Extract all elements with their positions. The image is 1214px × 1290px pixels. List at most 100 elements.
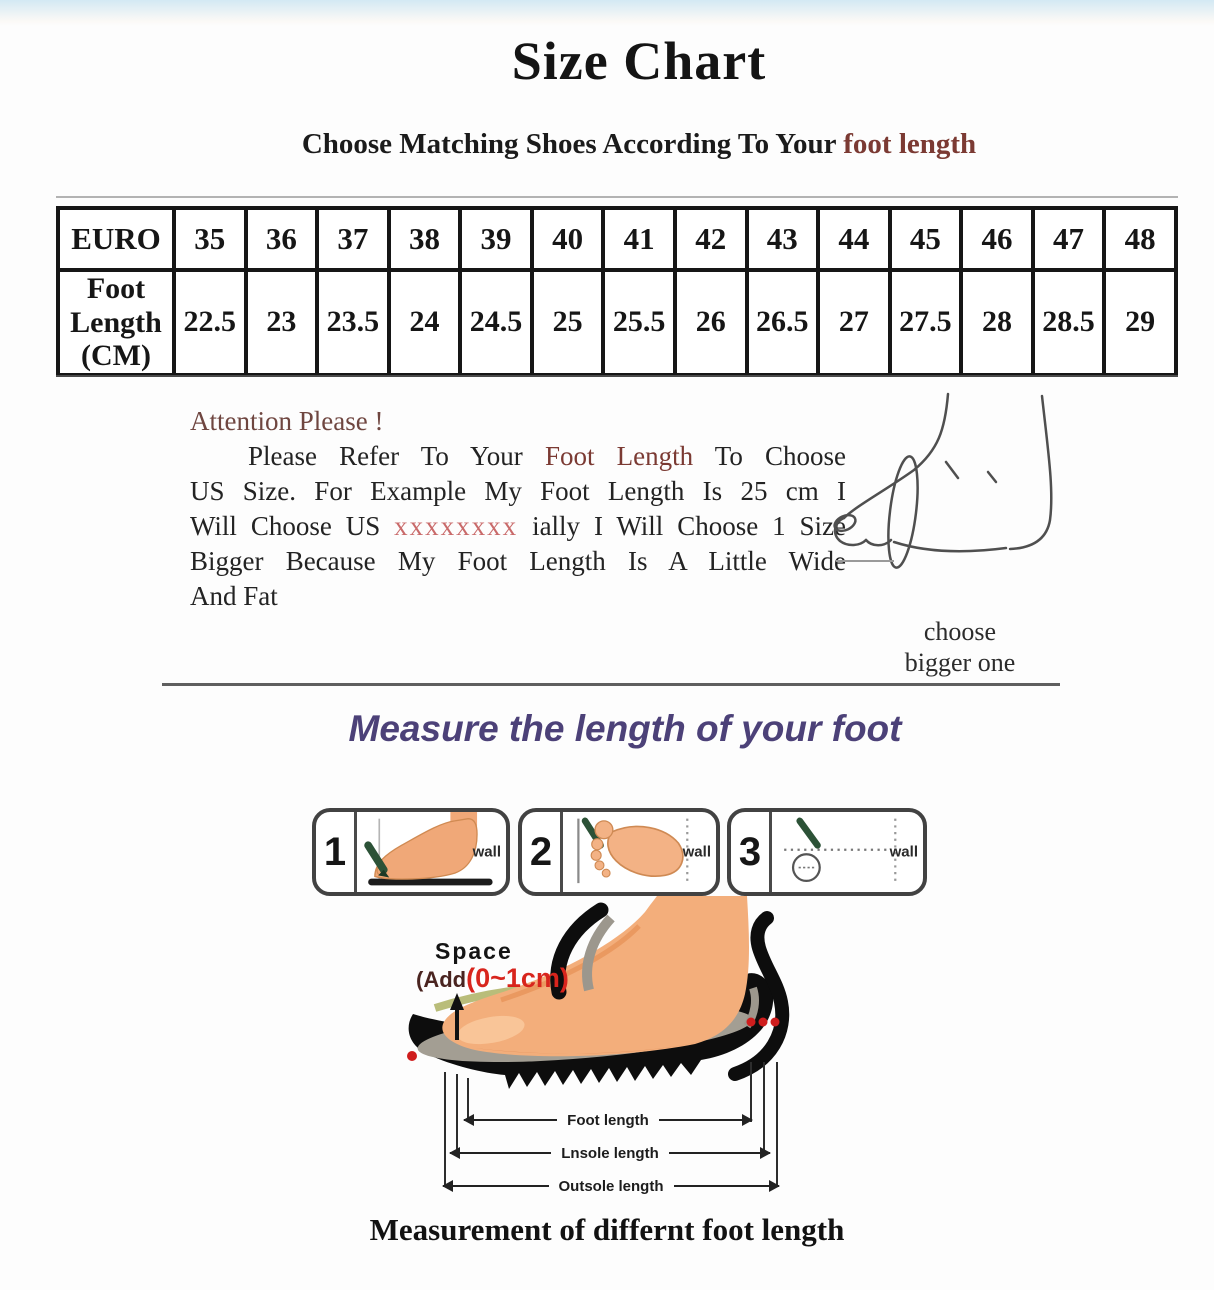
euro-size-cell: 36 — [243, 206, 320, 272]
toe — [601, 868, 611, 878]
euro-size-cell: 35 — [172, 206, 248, 272]
space-add-value: (0~1cm) — [466, 963, 569, 993]
space-label: Space — [435, 938, 513, 964]
foot-length-cell: 28.5 — [1030, 268, 1107, 377]
step-3-art — [784, 817, 897, 884]
toe — [591, 838, 604, 851]
outsole-length-measure: Outsole length — [442, 1177, 780, 1195]
foot-length-cell: 24.5 — [458, 268, 534, 377]
subtitle-highlight: foot length — [843, 128, 977, 160]
attention-line: Please Refer To Your Foot Length To Choo… — [190, 439, 846, 474]
measure-heading: Measure the length of your foot — [348, 708, 902, 749]
foot-toe-line — [833, 516, 868, 547]
arrow-right — [658, 1114, 754, 1126]
guide-line — [444, 1072, 446, 1186]
measure-label: Outsole length — [558, 1177, 664, 1195]
euro-size-cell: 44 — [816, 206, 892, 272]
guide-line — [467, 1078, 469, 1122]
step-number: 3 — [731, 812, 772, 892]
wall-label: wall — [682, 843, 711, 861]
step-number: 1 — [316, 812, 357, 892]
footprint — [607, 825, 684, 877]
table-top-rule — [56, 196, 1178, 198]
heel-cup — [728, 911, 790, 1081]
foot-length-cell: 22.5 — [172, 268, 248, 377]
pen-tip — [378, 869, 390, 878]
attention-text: To Choose — [693, 441, 847, 471]
big-toe — [594, 820, 614, 840]
shoe-front-edge — [550, 902, 609, 1000]
insole-strip — [582, 914, 615, 992]
insole-length-measure: Lnsole length — [448, 1144, 772, 1162]
shoe-cross-section-illustration — [407, 896, 790, 1089]
measure-label: Foot length — [567, 1111, 649, 1129]
guide-line — [776, 1062, 778, 1186]
baseline-bar — [368, 878, 493, 886]
space-allowance-label: (Add(0~1cm) — [416, 963, 569, 994]
attention-line: Will Choose US xxxxxxxx ially I Will Cho… — [190, 509, 846, 544]
wall-label: wall — [472, 843, 501, 861]
euro-size-cell: 47 — [1030, 206, 1107, 272]
foot-length-row-label: Foot Length (CM) — [56, 268, 176, 377]
redacted-size-text: xxxxxxxx — [394, 511, 519, 541]
foot-length-cell: 25.5 — [601, 268, 677, 377]
ankle-mark — [986, 470, 998, 484]
foot-length-cell: 28 — [959, 268, 1035, 377]
big-toe-loop — [833, 513, 857, 533]
euro-row-label: EURO — [56, 206, 176, 272]
arrow-right — [668, 1147, 772, 1159]
top-gradient-strip — [0, 0, 1214, 26]
arrow-left — [448, 1147, 552, 1159]
heel-marker-dot — [758, 1017, 768, 1027]
foot-sketch-illustration — [833, 392, 1053, 569]
euro-size-cell: 39 — [458, 206, 534, 272]
choose-bigger-line2: bigger one — [904, 648, 1016, 677]
size-table: EURO 35 36 37 38 39 40 41 42 43 44 45 46… — [56, 206, 1178, 377]
step-1-illustration: wall — [357, 812, 506, 892]
attention-line: US Size. For Example My Foot Length Is 2… — [190, 476, 846, 506]
step-2-art — [577, 817, 689, 884]
marker-pen — [364, 841, 388, 874]
attention-text: Will Choose US — [190, 511, 395, 541]
arrow-left — [442, 1180, 549, 1192]
foot-shin-line — [842, 392, 950, 520]
attention-heading: Attention Please ! — [190, 406, 384, 436]
foot-sole-line — [892, 540, 1008, 553]
toe-highlight — [457, 1015, 525, 1045]
step-number: 2 — [522, 812, 563, 892]
step-1-art — [364, 812, 493, 886]
foot-length-cell: 26.5 — [744, 268, 821, 377]
measure-step-2: 2 wall — [518, 808, 720, 896]
subtitle-text: Choose Matching Shoes According To Your — [301, 128, 844, 160]
guide-line — [750, 1062, 752, 1122]
foot-length-cell: 26 — [672, 268, 749, 377]
wall-label: wall — [889, 843, 918, 861]
toe — [594, 860, 605, 871]
step-2-illustration: wall — [563, 812, 716, 892]
foot-length-row: Foot Length (CM) 22.5 23 23.5 24 24.5 25… — [56, 268, 1178, 377]
measuring-loop — [887, 455, 919, 569]
measure-step-1: 1 wall — [312, 808, 510, 896]
step-3-illustration: wall — [772, 812, 923, 892]
ankle-mark — [944, 460, 960, 480]
space-arrow-head — [450, 993, 464, 1010]
measure-label: Lnsole length — [561, 1144, 659, 1162]
guide-line — [763, 1062, 765, 1154]
attention-line: Bigger Because My Foot Length Is A Littl… — [190, 546, 846, 576]
diagram-caption: Measurement of differnt foot length — [369, 1212, 845, 1247]
euro-size-cell: 40 — [529, 206, 606, 272]
toe — [590, 849, 602, 861]
euro-size-cell: 45 — [887, 206, 964, 272]
foot-length-cell: 23 — [243, 268, 320, 377]
foot-length-cell: 24 — [386, 268, 463, 377]
marker-pen — [796, 817, 821, 849]
foot-length-cell: 29 — [1102, 268, 1178, 377]
guide-line — [456, 1074, 458, 1154]
page-title: Size Chart — [511, 31, 767, 91]
euro-size-cell: 48 — [1102, 206, 1178, 272]
heel-marker-dot — [770, 1017, 780, 1027]
foot-heel-line — [1008, 394, 1053, 551]
measure-circle — [791, 853, 821, 882]
attention-text: Please Refer To Your — [248, 441, 545, 471]
